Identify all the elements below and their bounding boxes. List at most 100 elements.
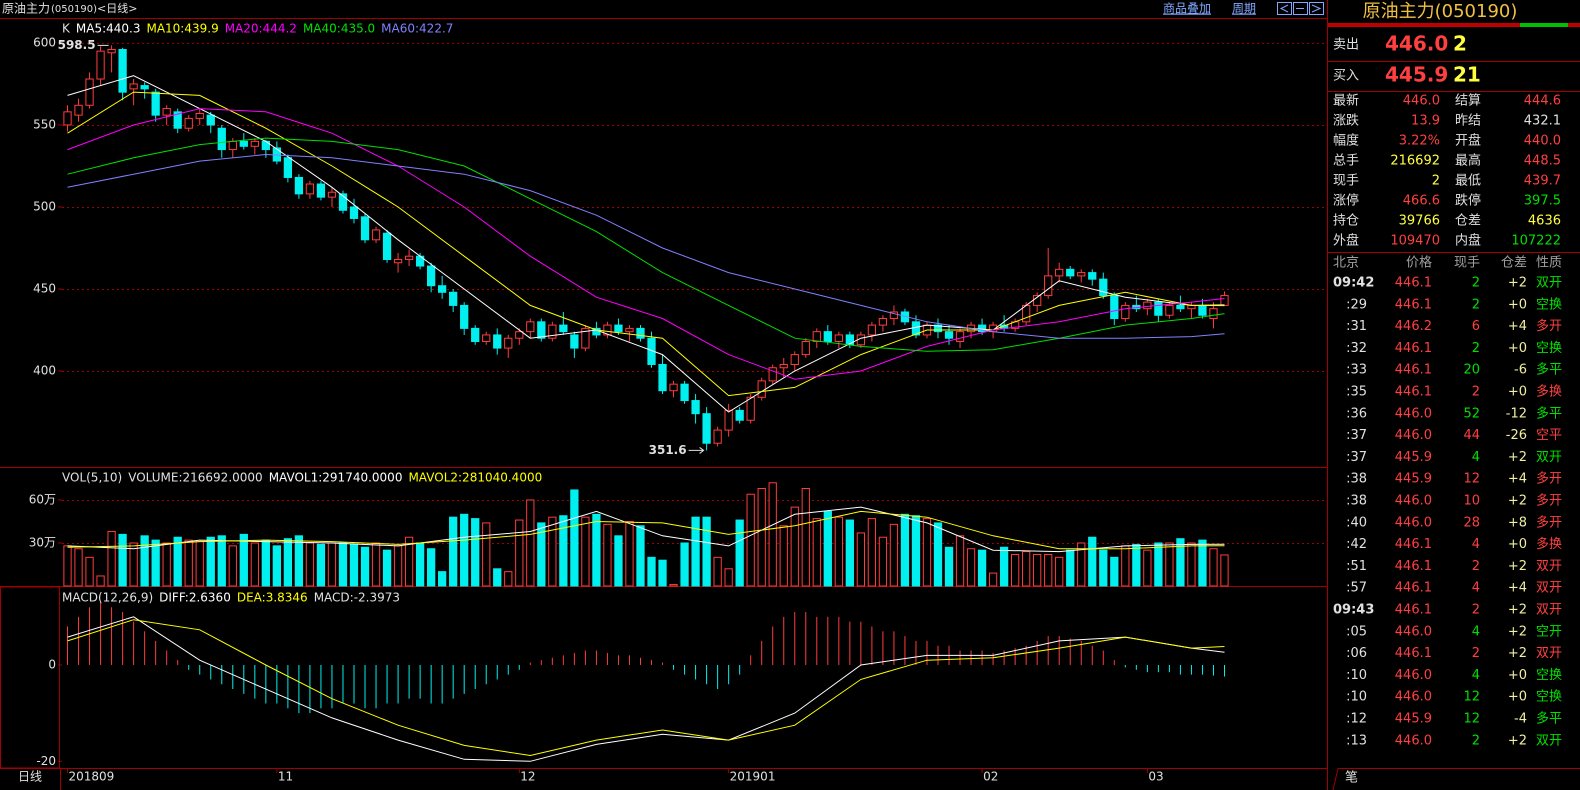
- volume-bar: [283, 538, 293, 587]
- tick-time: :37: [1346, 450, 1367, 465]
- candle-body: [757, 380, 766, 398]
- candle-body: [537, 321, 546, 339]
- stat-value: 444.6: [1524, 94, 1561, 109]
- nav-button[interactable]: [1277, 2, 1292, 15]
- volume-bar: [1033, 553, 1042, 587]
- volume-bar: [1198, 539, 1207, 587]
- candle-body: [162, 108, 171, 116]
- ma-line: [67, 506, 1225, 553]
- volume-bar: [735, 519, 744, 587]
- candle-body: [680, 383, 689, 402]
- panel-title: VOL(5,10): [62, 471, 122, 485]
- tick-nature: 空开: [1536, 624, 1562, 639]
- x-tick-label: 11: [278, 770, 293, 784]
- stat-label: 持仓: [1333, 214, 1359, 229]
- candle-body: [85, 78, 94, 106]
- tick-qty: 2: [1472, 385, 1480, 400]
- tick-qty: 4: [1472, 581, 1480, 596]
- panel-title: MACD(12,26,9): [62, 591, 153, 605]
- volume-bar: [581, 516, 590, 587]
- stat-label: 涨停: [1333, 193, 1359, 209]
- tick-diff: +2: [1508, 494, 1527, 509]
- buy-price: 445.9: [1385, 63, 1448, 87]
- volume-bar: [206, 536, 215, 587]
- nav-button[interactable]: [1309, 2, 1324, 15]
- volume-bar: [592, 513, 601, 587]
- stat-label: 最高: [1455, 153, 1481, 169]
- tick-nature: 双开: [1536, 450, 1562, 465]
- volume-bar: [955, 535, 965, 587]
- volume-bar: [140, 535, 149, 587]
- tick-time: :57: [1346, 581, 1367, 596]
- volume-bar: [548, 516, 557, 587]
- volume-bar: [305, 542, 315, 587]
- volume-bar: [603, 523, 612, 587]
- legend-entry: MAVOL1:291740.0000: [269, 471, 403, 485]
- candle-body: [151, 91, 160, 116]
- candle-body: [107, 48, 116, 54]
- candle-body: [404, 255, 414, 260]
- volume-bar: [658, 559, 667, 587]
- tick-diff: +0: [1508, 385, 1527, 400]
- window-title: 原油主力: [2, 2, 50, 16]
- sell-price: 446.0: [1385, 32, 1448, 56]
- tick-price: 446.1: [1395, 603, 1432, 618]
- volume-bar: [768, 482, 777, 587]
- stat-label: 跌停: [1455, 193, 1481, 209]
- candle-body: [129, 83, 138, 90]
- tick-qty: 12: [1463, 712, 1480, 727]
- tick-diff: -4: [1514, 712, 1527, 727]
- volume-bar: [625, 520, 634, 587]
- volume-bar: [1209, 548, 1218, 587]
- tick-price: 446.1: [1395, 559, 1432, 574]
- overlay-link[interactable]: 商品叠加: [1163, 1, 1211, 16]
- tick-qty: 4: [1472, 624, 1480, 639]
- volume-bar: [966, 548, 976, 587]
- candle-body: [74, 104, 83, 116]
- stat-value: 440.0: [1524, 134, 1561, 149]
- tick-qty: 2: [1472, 603, 1480, 618]
- tick-qty: 28: [1463, 515, 1480, 530]
- tick-diff: +8: [1508, 515, 1527, 530]
- volume-bar: [1077, 542, 1086, 587]
- tab[interactable]: 笔: [1345, 770, 1358, 786]
- tick-qty: 52: [1463, 406, 1480, 421]
- volume-bar: [261, 539, 270, 587]
- tick-time: :29: [1346, 297, 1367, 312]
- tick-time: 09:42: [1333, 276, 1374, 291]
- legend-entry: MA5:440.3: [76, 22, 141, 36]
- tick-price: 446.0: [1395, 624, 1432, 639]
- volume-bar: [460, 513, 469, 587]
- tick-time: :12: [1346, 712, 1367, 727]
- volume-bar: [845, 519, 854, 587]
- candle-body: [371, 229, 381, 241]
- tick-time: :32: [1346, 341, 1367, 356]
- volume-bar: [449, 516, 458, 587]
- tick-time: :33: [1346, 363, 1367, 378]
- candle-body: [691, 400, 700, 415]
- period-link[interactable]: 周期: [1232, 2, 1256, 16]
- period-corner: 日线: [18, 770, 42, 784]
- tick-diff: +2: [1508, 733, 1527, 748]
- candle-body: [382, 232, 392, 260]
- volume-bar: [371, 542, 381, 587]
- volume-bar: [999, 546, 1009, 587]
- x-tick-label: 02: [983, 770, 998, 784]
- volume-bar: [823, 510, 832, 587]
- candle-body: [184, 117, 193, 129]
- title-bar: [1520, 23, 1568, 27]
- nav-button[interactable]: [1293, 2, 1308, 15]
- candle-body: [206, 114, 215, 126]
- nav-icon: [1279, 4, 1322, 13]
- volume-bar: [515, 519, 524, 587]
- candle-body: [426, 265, 436, 287]
- y-tick-label: 400: [33, 364, 56, 378]
- volume-bar: [834, 516, 843, 587]
- tick-diff: -6: [1514, 363, 1527, 378]
- volume-bar: [900, 513, 910, 587]
- tick-time: :35: [1346, 385, 1367, 400]
- tick-diff: -26: [1506, 428, 1527, 443]
- volume-bar: [944, 546, 954, 587]
- volume-bar: [316, 543, 326, 587]
